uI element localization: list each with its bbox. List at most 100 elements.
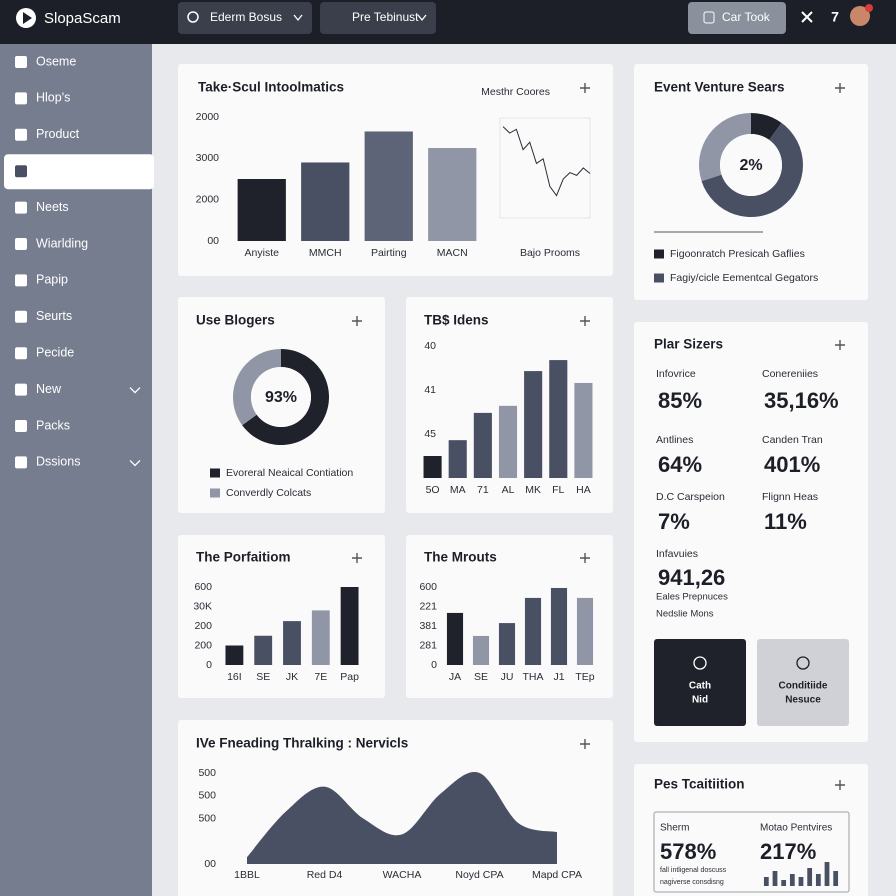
stat-value: 11% bbox=[764, 509, 807, 534]
x-tick-label: Pairting bbox=[371, 247, 407, 259]
stat-note: Nedslie Mons bbox=[656, 609, 714, 620]
y-tick-label: 381 bbox=[419, 620, 437, 632]
sidebar-item: New bbox=[36, 382, 62, 396]
y-tick-label: 00 bbox=[204, 858, 216, 870]
brand: SlopaScam bbox=[44, 10, 121, 27]
chevron bbox=[129, 459, 141, 467]
sidebar-item: Seurts bbox=[36, 309, 72, 323]
dropdown[interactable] bbox=[178, 2, 312, 34]
y-tick-label: 200 bbox=[194, 639, 212, 651]
x-tick-label: JK bbox=[286, 671, 298, 683]
add-icon[interactable] bbox=[580, 83, 590, 93]
close-icon bbox=[801, 11, 813, 23]
chevron bbox=[129, 387, 141, 394]
add-icon[interactable] bbox=[352, 316, 362, 326]
bar bbox=[576, 597, 594, 665]
trend-frame bbox=[499, 117, 591, 219]
tile-label: Nid bbox=[692, 695, 708, 706]
x-tick-label: THA bbox=[523, 671, 544, 683]
stat-value: 217% bbox=[760, 839, 816, 864]
avatar[interactable] bbox=[850, 6, 870, 26]
sidebar-item: Product bbox=[36, 127, 80, 141]
stat-note: Eales Prepnuces bbox=[656, 592, 728, 603]
x-tick-label: WACHA bbox=[383, 869, 422, 881]
sidebar-icon bbox=[15, 347, 27, 360]
bar bbox=[446, 612, 464, 665]
y-tick-label: 500 bbox=[198, 767, 216, 779]
y-tick-label: 0 bbox=[206, 659, 212, 671]
x-tick-label: AL bbox=[502, 484, 515, 496]
sidebar-item: Papip bbox=[36, 273, 68, 287]
add-icon[interactable] bbox=[580, 739, 590, 749]
add-icon[interactable] bbox=[835, 83, 845, 93]
donut-center-label: 93% bbox=[265, 389, 297, 406]
bar bbox=[815, 874, 821, 886]
add-icon[interactable] bbox=[835, 340, 845, 350]
button-label: Car Took bbox=[722, 10, 771, 24]
button[interactable] bbox=[688, 2, 786, 34]
stat-label: Conereniies bbox=[762, 368, 818, 380]
bar bbox=[364, 131, 413, 241]
bar bbox=[498, 405, 518, 478]
search-icon bbox=[187, 11, 199, 23]
sidebar-item: Wiarlding bbox=[36, 236, 88, 250]
legend-swatch bbox=[210, 488, 220, 498]
y-tick-label: 2000 bbox=[196, 111, 220, 123]
legend-label: Fagiy/cicle Eementcal Gegators bbox=[670, 272, 818, 284]
y-tick-label: 40 bbox=[424, 340, 436, 352]
bar bbox=[498, 623, 516, 665]
x-tick-label: 1BBL bbox=[234, 869, 260, 881]
x-tick-label: Noyd CPA bbox=[455, 869, 503, 881]
sidebar-icon bbox=[15, 383, 27, 396]
stat-value: 85% bbox=[658, 388, 702, 413]
tile[interactable] bbox=[654, 639, 746, 726]
card-title: The Porfaitiom bbox=[196, 550, 291, 565]
sidebar-item: Hlop's bbox=[36, 91, 70, 105]
bar bbox=[423, 456, 442, 478]
y-tick-label: 221 bbox=[419, 600, 437, 612]
sidebar-icon bbox=[15, 310, 27, 323]
y-tick-label: 600 bbox=[194, 581, 212, 593]
y-tick-label: 0 bbox=[431, 659, 437, 671]
x-tick-label: MA bbox=[450, 484, 466, 496]
bar bbox=[340, 587, 359, 665]
x-tick-label: Pap bbox=[340, 671, 359, 683]
tile-label: Nesuce bbox=[785, 695, 821, 706]
donut-hole bbox=[720, 134, 782, 196]
trend-title: Mesthr Coores bbox=[481, 86, 550, 98]
legend-swatch bbox=[654, 249, 664, 259]
add-icon[interactable] bbox=[580, 553, 590, 563]
x-tick-label: Red D4 bbox=[307, 869, 343, 881]
y-tick-label: 3000 bbox=[196, 152, 220, 164]
card bbox=[634, 764, 868, 896]
legend-label: Figoonratch Presicah Gaflies bbox=[670, 248, 805, 260]
stat-label: Flignn Heas bbox=[762, 491, 818, 503]
sidebar-icon bbox=[15, 456, 27, 469]
sidebar-icon bbox=[15, 92, 27, 105]
dropdown-label: Pre Tebinust bbox=[352, 10, 419, 24]
y-tick-label: 200 bbox=[194, 620, 212, 632]
tile[interactable] bbox=[757, 639, 849, 726]
bar bbox=[798, 877, 804, 886]
badge bbox=[865, 4, 873, 12]
x-tick-label: J1 bbox=[553, 671, 564, 683]
add-icon[interactable] bbox=[835, 780, 845, 790]
stat-label: Infavuies bbox=[656, 548, 698, 560]
card-title: Take·Scul Intoolmatics bbox=[198, 80, 344, 95]
sidebar-selected[interactable] bbox=[4, 154, 154, 190]
add-icon[interactable] bbox=[352, 553, 362, 563]
sidebar-item: Neets bbox=[36, 200, 69, 214]
x-tick-label: Anyiste bbox=[245, 247, 280, 259]
y-tick-label: 2000 bbox=[196, 193, 220, 205]
sidebar-icon bbox=[15, 165, 27, 178]
dropdown[interactable] bbox=[320, 2, 436, 34]
bar bbox=[472, 635, 490, 665]
trend-caption: Bajo Prooms bbox=[520, 247, 580, 259]
stat-label: Sherm bbox=[660, 823, 689, 834]
stat-note: nagiverse consdisng bbox=[660, 879, 724, 886]
stat-label: Infovrice bbox=[656, 368, 696, 380]
x-tick-label: HA bbox=[576, 484, 591, 496]
x-tick-label: FL bbox=[552, 484, 564, 496]
dropdown-label: Ederm Bosus bbox=[210, 10, 282, 24]
add-icon[interactable] bbox=[580, 316, 590, 326]
